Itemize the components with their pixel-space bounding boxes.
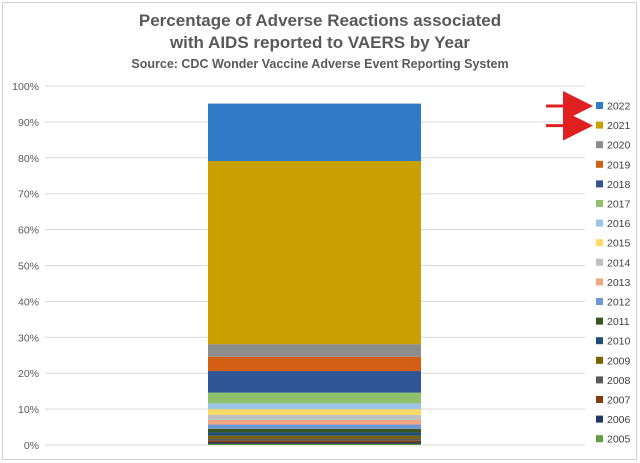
legend-label-2020: 2020 <box>607 140 631 152</box>
bar-segment-2018 <box>208 371 421 393</box>
y-tick-label: 90% <box>18 117 39 129</box>
bar-segment-2022 <box>208 103 421 162</box>
y-tick-label: 20% <box>18 368 39 380</box>
legend-label-2022: 2022 <box>607 101 631 113</box>
chart-title: Percentage of Adverse Reactions associat… <box>0 10 640 54</box>
y-tick-label: 50% <box>18 261 39 273</box>
y-tick-label: 40% <box>18 296 39 308</box>
bar-segment-2012 <box>208 424 421 429</box>
legend-label-2010: 2010 <box>607 336 631 348</box>
y-tick-label: 100% <box>12 81 39 93</box>
bar-segment-2006 <box>208 442 421 444</box>
legend-swatch-2017 <box>596 200 603 207</box>
legend-label-2013: 2013 <box>607 277 631 289</box>
y-tick-label: 30% <box>18 332 39 344</box>
legend-label-2005: 2005 <box>607 434 631 446</box>
annotations <box>546 91 593 141</box>
bar-segment-2019 <box>208 356 421 372</box>
legend-label-2014: 2014 <box>607 257 631 269</box>
legend-swatch-2011 <box>596 317 603 325</box>
legend: 2022 2021 2020 2019 2018 2017 2016 2015 2014 2013… <box>596 101 631 446</box>
legend-label-2012: 2012 <box>607 297 631 309</box>
bar-segment-2013 <box>208 419 421 425</box>
legend-swatch-2021 <box>596 121 603 129</box>
legend-swatch-2014 <box>596 258 603 266</box>
bar-segment-2020 <box>208 344 421 357</box>
bar-segment-2009 <box>208 435 421 439</box>
legend-swatch-2015 <box>596 239 603 247</box>
legend-swatch-2013 <box>596 278 603 286</box>
bar-segment-2017 <box>208 392 421 404</box>
y-tick-label: 70% <box>18 189 39 201</box>
bar-segment-2014 <box>208 414 421 420</box>
legend-swatch-2006 <box>596 415 603 423</box>
bar-segment-2008 <box>208 438 421 441</box>
legend-swatch-2005 <box>596 435 603 443</box>
y-tick-label: 0% <box>24 440 39 452</box>
bar-segment-2010 <box>208 432 421 436</box>
legend-swatch-2008 <box>596 376 603 384</box>
legend-label-2018: 2018 <box>607 179 631 191</box>
legend-swatch-2020 <box>596 141 603 149</box>
legend-swatch-2019 <box>596 160 603 168</box>
y-tick-label: 10% <box>18 404 39 416</box>
legend-swatch-2012 <box>596 298 603 305</box>
legend-swatch-2018 <box>596 180 603 188</box>
chart-title-line-1: Percentage of Adverse Reactions associat… <box>138 11 502 30</box>
bar-segment-2005 <box>208 443 421 445</box>
chart-subtitle: Source: CDC Wonder Vaccine Adverse Event… <box>131 57 509 71</box>
chart-title-line-2: with AIDS reported to VAERS by Year <box>169 33 471 52</box>
legend-swatch-2022 <box>596 102 603 109</box>
bar-segment-2016 <box>208 403 421 410</box>
legend-label-2007: 2007 <box>607 395 631 407</box>
legend-label-2017: 2017 <box>607 199 631 211</box>
legend-label-2008: 2008 <box>607 375 631 387</box>
legend-label-2011: 2011 <box>607 316 630 328</box>
legend-label-2009: 2009 <box>607 355 631 367</box>
legend-label-2021: 2021 <box>607 120 631 132</box>
y-tick-label: 80% <box>18 153 39 165</box>
legend-swatch-2016 <box>596 219 603 227</box>
bar-segment-2007 <box>208 440 421 443</box>
bar-segment-2021 <box>208 161 421 345</box>
legend-swatch-2009 <box>596 356 603 364</box>
legend-label-2006: 2006 <box>607 414 631 426</box>
stacked-bar <box>208 103 421 445</box>
bar-segment-2011 <box>208 428 421 433</box>
legend-label-2015: 2015 <box>607 238 631 250</box>
y-axis-ticks: 0% 10% 20% 30% 40% 50% 60% 70% 80% 90% 100% <box>12 81 39 452</box>
legend-swatch-2007 <box>596 396 603 403</box>
legend-label-2016: 2016 <box>607 218 631 230</box>
bar-segment-2015 <box>208 409 421 415</box>
legend-label-2019: 2019 <box>607 159 631 171</box>
legend-swatch-2010 <box>596 337 603 345</box>
y-tick-label: 60% <box>18 225 39 237</box>
